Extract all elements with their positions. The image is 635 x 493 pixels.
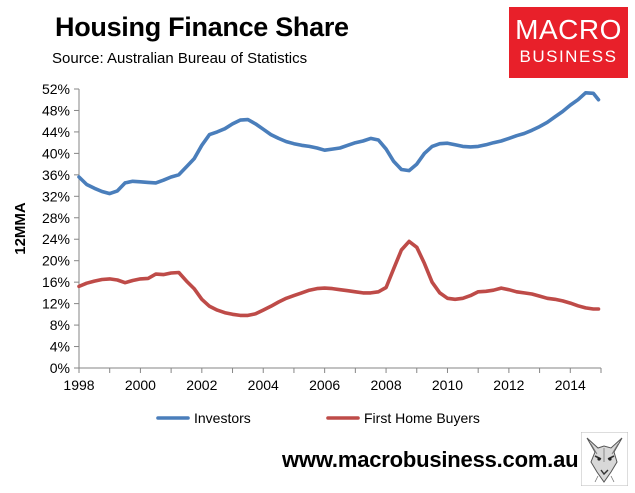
y-tick-label: 44%: [42, 124, 70, 140]
x-tick-label: 2014: [555, 377, 586, 393]
x-tick-label: 2008: [370, 377, 401, 393]
y-tick-label: 32%: [42, 188, 70, 204]
y-tick-label: 48%: [42, 102, 70, 118]
series-line-investors: [77, 91, 601, 196]
y-tick-label: 40%: [42, 145, 70, 161]
logo-line-1: MACRO: [515, 14, 622, 45]
y-tick-label: 12%: [42, 296, 70, 312]
x-tick-label: 2000: [125, 377, 156, 393]
y-tick-label: 8%: [50, 317, 70, 333]
y-tick-label: 28%: [42, 210, 70, 226]
y-tick-label: 36%: [42, 167, 70, 183]
x-tick-label: 2010: [432, 377, 463, 393]
y-tick-label: 24%: [42, 231, 70, 247]
x-axis: 1998 2000 2002 2004 2006 2008 2010 2012 2014: [63, 367, 602, 393]
y-tick-label: 20%: [42, 253, 70, 269]
website-url[interactable]: www.macrobusiness.com.au: [282, 447, 579, 472]
x-tick-label: 2002: [186, 377, 217, 393]
series-line-first-home-buyers: [77, 239, 601, 318]
y-tick-label: 0%: [50, 360, 70, 376]
x-tick-label: 2012: [493, 377, 524, 393]
logo-line-2: BUSINESS: [519, 47, 618, 66]
y-tick-label: 16%: [42, 274, 70, 290]
series-lines: [77, 91, 601, 318]
chart-title: Housing Finance Share: [55, 12, 349, 42]
x-tick-label: 2004: [248, 377, 279, 393]
legend: Investors First Home Buyers: [156, 410, 480, 426]
x-tick-label: 1998: [63, 377, 94, 393]
y-axis-label: 12MMA: [12, 202, 29, 255]
source-note: Source: Australian Bureau of Statistics: [52, 50, 308, 67]
legend-label: First Home Buyers: [364, 410, 480, 426]
line-chart: 0%4%8%12%16%20%24%28%32%36%40%44%48%52% …: [12, 81, 602, 426]
macro-business-logo[interactable]: MACRO BUSINESS: [509, 7, 628, 78]
wolf-logo-icon: [581, 432, 628, 486]
x-tick-label: 2006: [309, 377, 340, 393]
y-axis: 0% 4% 8% 12% 16% 20% 24% 28% 32% 36% 40% 44% 48% 52%: [42, 81, 80, 376]
legend-label: Investors: [194, 410, 251, 426]
y-tick-label: 52%: [42, 81, 70, 97]
y-tick-label: 4%: [50, 339, 70, 355]
